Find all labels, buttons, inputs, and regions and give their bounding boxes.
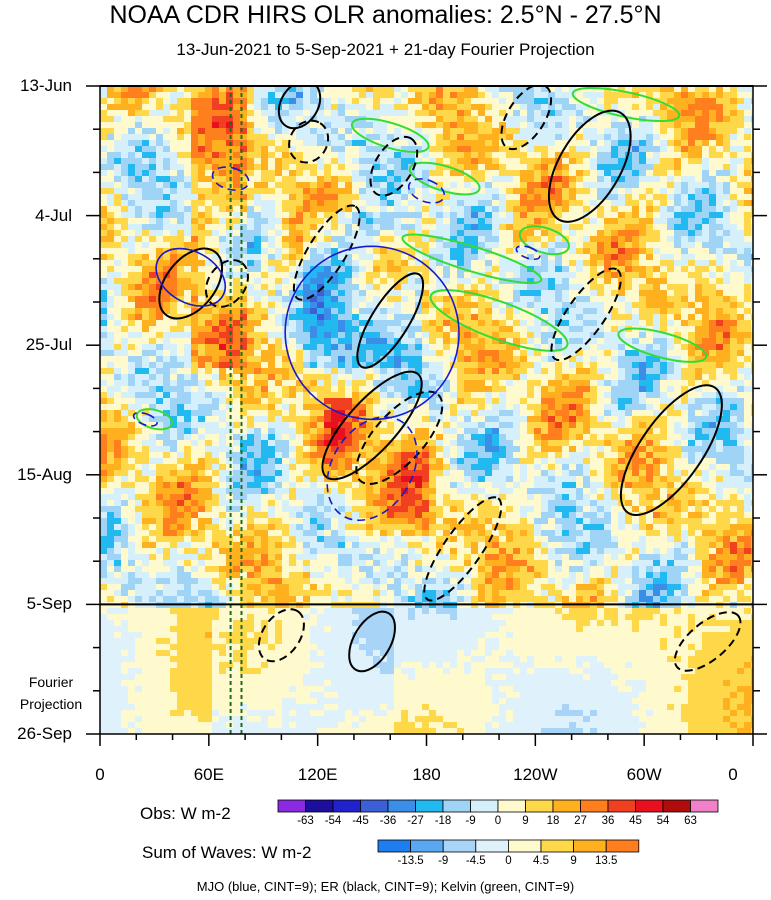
- mjo-contour: [407, 178, 446, 204]
- kelvin-contour: [408, 161, 481, 196]
- x-tick-label: 0: [95, 765, 105, 784]
- obs-colorbar-tick: -45: [352, 815, 369, 827]
- obs-colorbar-box: [332, 799, 361, 813]
- waves-colorbar-box: [475, 839, 509, 853]
- mjo-contour: [515, 245, 541, 261]
- kelvin-contour: [401, 233, 543, 285]
- waves-colorbar-tick: -4.5: [465, 855, 486, 867]
- obs-colorbar-tick: 18: [546, 815, 560, 827]
- obs-colorbar-box: [305, 799, 334, 813]
- obs-colorbar-label: Obs: W m-2: [140, 804, 231, 823]
- er-contour: [619, 384, 723, 516]
- er-contour: [348, 610, 396, 673]
- mjo-contour: [211, 166, 250, 191]
- er-contour: [277, 86, 322, 130]
- x-tick-label: 180: [412, 765, 441, 784]
- waves-colorbar-box: [540, 839, 574, 853]
- waves-colorbar-tick: 4.5: [533, 855, 549, 867]
- er-contour: [369, 135, 419, 197]
- obs-colorbar-tick: -54: [324, 815, 342, 827]
- obs-colorbar-box: [525, 799, 554, 813]
- y-tick-label: 5-Sep: [26, 594, 72, 614]
- obs-colorbar-box: [607, 799, 636, 813]
- wave-contours: [132, 86, 742, 673]
- er-contour: [550, 267, 622, 362]
- y-tick-label: 25-Jul: [25, 335, 72, 355]
- y-tick-label: 15-Aug: [17, 464, 72, 484]
- kelvin-contour: [429, 289, 569, 352]
- kelvin-contour: [571, 86, 681, 123]
- chart-subtitle: 13-Jun-2021 to 5-Sep-2021 + 21-day Fouri…: [176, 40, 595, 59]
- obs-colorbar-tick: 27: [574, 815, 587, 827]
- obs-colorbar-tick: -27: [407, 815, 424, 827]
- mjo-contour: [132, 411, 158, 427]
- er-contour: [547, 109, 632, 223]
- obs-colorbar-box: [497, 799, 526, 813]
- obs-colorbar-box: [360, 799, 389, 813]
- obs-colorbar-box: [580, 799, 609, 813]
- y-tick-label: 26-Sep: [17, 724, 72, 743]
- kelvin-contour: [518, 225, 570, 256]
- er-contour: [257, 608, 305, 663]
- y-tick-label: 13-Jun: [20, 76, 72, 95]
- obs-colorbar-tick: 36: [601, 815, 615, 827]
- obs-colorbar-tick: -36: [379, 815, 397, 827]
- waves-colorbar-box: [507, 839, 542, 853]
- waves-colorbar-tick: -9: [438, 855, 449, 867]
- obs-colorbar-box: [552, 799, 581, 813]
- x-tick-label: 120E: [297, 765, 338, 784]
- obs-colorbar-box: [277, 799, 306, 813]
- er-contour: [288, 119, 330, 164]
- er-contour: [356, 272, 425, 369]
- obs-colorbar-tick: -9: [465, 815, 476, 827]
- fourier-projection-label: Fourier Projection: [19, 674, 83, 712]
- er-contour: [292, 204, 361, 301]
- er-contour: [423, 496, 503, 602]
- obs-colorbar-tick: 45: [629, 815, 642, 827]
- waves-colorbar-box: [442, 839, 477, 853]
- er-contour: [158, 247, 224, 320]
- obs-colorbar-tick: 0: [494, 815, 502, 827]
- obs-colorbar-tick: 63: [684, 815, 697, 827]
- er-contour: [321, 370, 423, 481]
- obs-colorbar-box: [470, 799, 499, 813]
- obs-colorbar-box: [635, 799, 664, 813]
- obs-colorbar-tick: 54: [656, 815, 670, 827]
- waves-colorbar-box: [605, 839, 640, 853]
- obs-colorbar-box: [662, 799, 691, 813]
- obs-colorbar-box: [415, 799, 444, 813]
- x-tick-label: 60W: [626, 765, 662, 784]
- mjo-contour: [155, 247, 226, 307]
- waves-colorbar-box: [377, 839, 411, 853]
- anomaly-field: [100, 86, 753, 734]
- waves-colorbar-tick: 0: [505, 855, 512, 867]
- kelvin-contour: [135, 408, 174, 431]
- waves-colorbar-label: Sum of Waves: W m-2: [142, 843, 312, 862]
- chart-title: NOAA CDR HIRS OLR anomalies: 2.5°N - 27.…: [109, 1, 662, 29]
- mjo-contour: [326, 416, 418, 522]
- waves-colorbar-box: [573, 839, 607, 853]
- obs-colorbar-tick: 9: [522, 815, 529, 827]
- contour-legend: MJO (blue, CINT=9); ER (black, CINT=9); …: [196, 879, 575, 894]
- waves-colorbar-tick: -13.5: [397, 855, 424, 867]
- obs-colorbar-tick: -18: [434, 815, 452, 827]
- waves-colorbar-box: [410, 839, 444, 853]
- x-tick-label: 120W: [513, 765, 558, 784]
- x-tick-label: 60E: [193, 765, 224, 784]
- er-contour: [673, 611, 742, 672]
- obs-colorbar-box: [442, 799, 471, 813]
- obs-colorbar-box: [387, 799, 416, 813]
- kelvin-contour: [617, 327, 708, 363]
- x-tick-label: 0: [728, 765, 738, 784]
- waves-colorbar-tick: 9: [570, 855, 577, 867]
- obs-colorbar-tick: -63: [297, 815, 314, 827]
- obs-colorbar-box: [690, 799, 719, 813]
- y-tick-label: 4-Jul: [35, 205, 72, 225]
- waves-colorbar-tick: 13.5: [594, 855, 618, 867]
- mjo-contour: [284, 245, 460, 421]
